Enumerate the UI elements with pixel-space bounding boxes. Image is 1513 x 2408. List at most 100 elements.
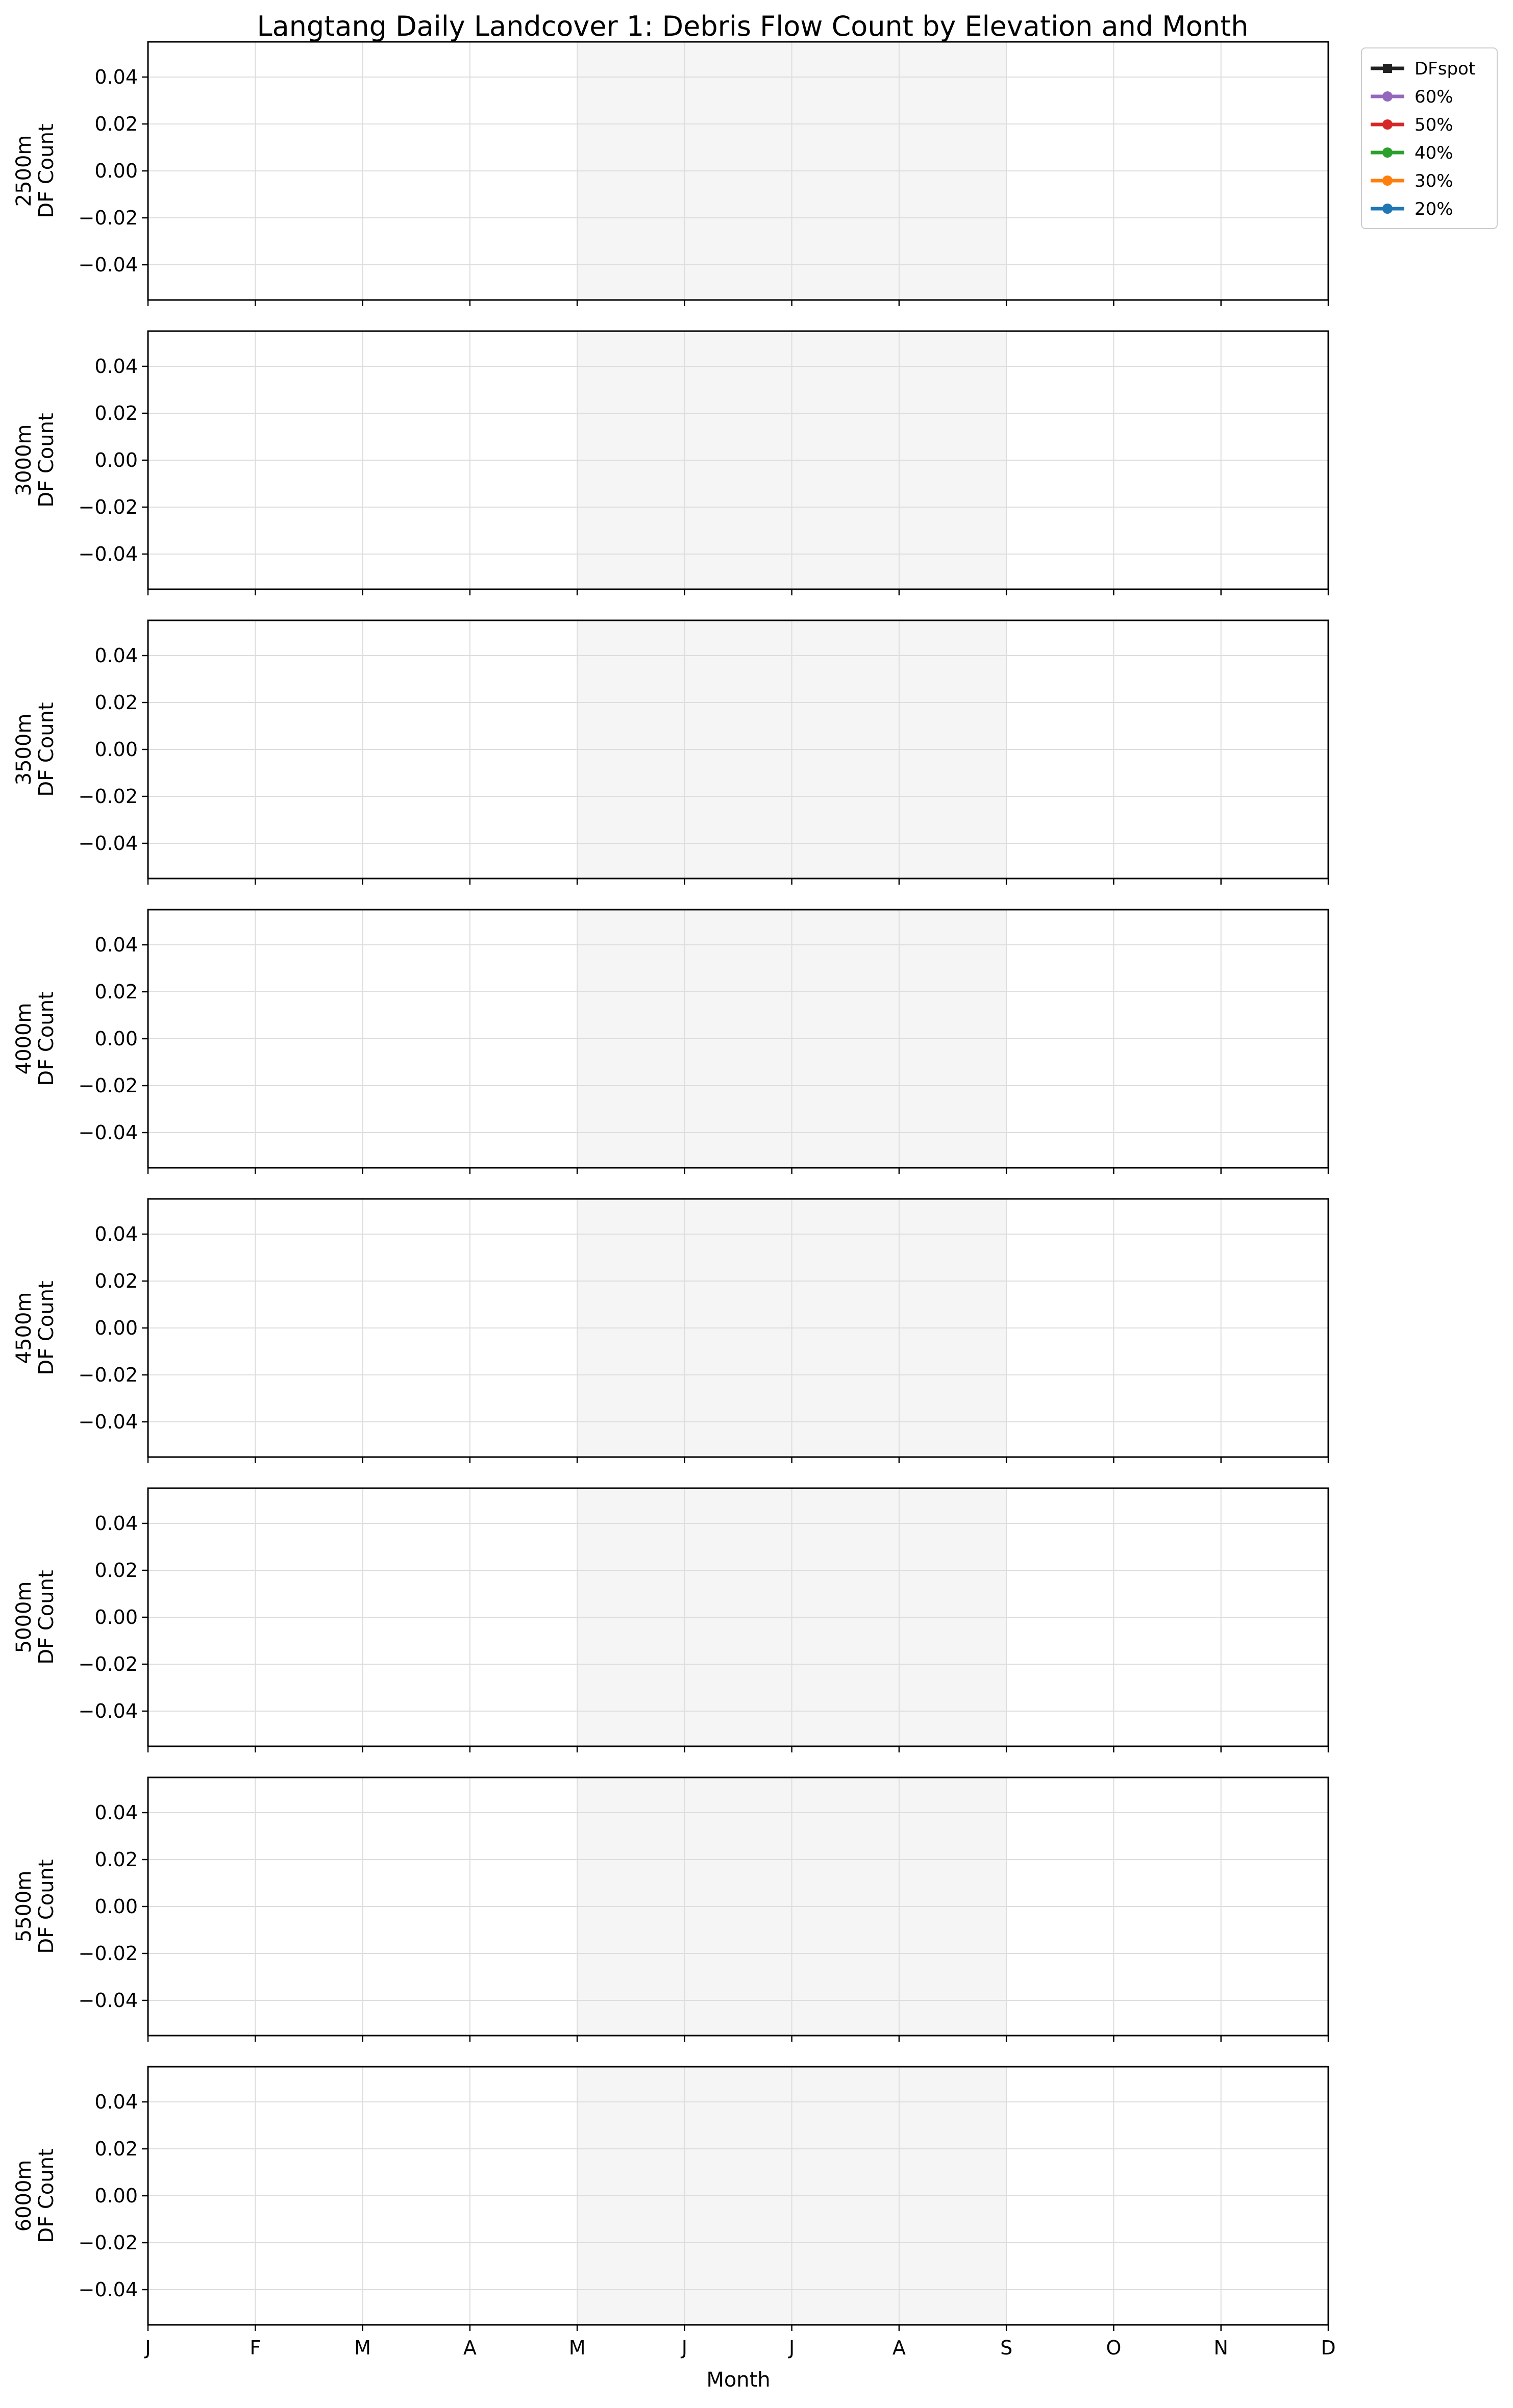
y-tick-label: −0.02 [79,1942,138,1965]
panel-frame [147,1776,1329,2037]
y-tick-label: 0.02 [94,691,138,714]
y-tick-label: −0.04 [79,1700,138,1722]
y-axis-unit-label: DF Count [35,413,58,507]
y-axis-label: 5000mDF Count [12,1570,58,1664]
y-tick-label: 0.04 [94,644,138,667]
panel-4000m: 0.04 0.02 0.00 −0.02 −0.04 4000mDF Count [12,909,1329,1174]
elevation-label: 6000m [12,2160,36,2232]
panel-frame [147,330,1329,590]
panel-3000m: 0.04 0.02 0.00 −0.02 −0.04 3000mDF Count [12,330,1329,595]
legend-item: 60% [1371,87,1453,107]
y-axis-unit-label: DF Count [35,702,58,796]
x-tick-label: O [1106,2337,1121,2359]
legend-label: 20% [1415,199,1453,219]
y-axis-label: 6000mDF Count [12,2148,58,2243]
panel-frame [147,1487,1329,1747]
y-tick-label: −0.02 [79,207,138,229]
y-tick-label: 0.00 [94,2185,138,2207]
elevation-label: 5000m [12,1582,36,1653]
y-tick-label: 0.00 [94,1027,138,1050]
panel-6000m: 0.04 0.02 0.00 −0.02 −0.04 6000mDF Count J F M A M… [12,2066,1336,2359]
panel-frame [147,41,1329,301]
legend-box [1361,47,1498,229]
y-tick-label: −0.02 [79,1364,138,1386]
panel-frame [147,1198,1329,1458]
y-tick-label: 0.02 [94,2138,138,2160]
y-tick-label: 0.02 [94,1559,138,1582]
panel-5000m: 0.04 0.02 0.00 −0.02 −0.04 5000mDF Count [12,1487,1329,1752]
legend-label: DFspot [1415,59,1475,79]
y-tick-label: −0.02 [79,1653,138,1675]
elevation-label: 3000m [12,424,36,496]
x-tick-label: J [681,2337,687,2359]
panel-frame [147,2066,1329,2326]
legend-label: 30% [1415,171,1453,191]
y-tick-label: 0.02 [94,1270,138,1292]
legend-label: 40% [1415,143,1453,163]
y-tick-label: −0.04 [79,543,138,565]
y-axis-unit-label: DF Count [35,1859,58,1953]
panel-3500m: 0.04 0.02 0.00 −0.02 −0.04 3500mDF Count [12,619,1329,885]
legend-item: DFspot [1371,59,1475,79]
elevation-label: 2500m [12,135,36,207]
panel-5500m: 0.04 0.02 0.00 −0.02 −0.04 5500mDF Count [12,1776,1329,2042]
elevation-label: 4500m [12,1292,36,1364]
y-axis-unit-label: DF Count [35,991,58,1086]
y-tick-label: 0.00 [94,1895,138,1918]
y-axis-unit-label: DF Count [35,2148,58,2243]
y-tick-label: 0.00 [94,160,138,182]
legend: DFspot 60% 50% 40% 30% 20% [1361,47,1498,229]
x-tick-label: F [250,2337,261,2359]
panel-4500m: 0.04 0.02 0.00 −0.02 −0.04 4500mDF Count [12,1198,1329,1463]
x-tick-label: D [1321,2337,1335,2359]
y-tick-label: 0.02 [94,981,138,1003]
x-tick-label: A [463,2337,477,2359]
y-tick-label: 0.04 [94,1223,138,1245]
legend-square-marker [1383,64,1392,73]
x-tick-label: M [569,2337,586,2359]
y-tick-label: −0.02 [79,496,138,518]
legend-item: 30% [1371,171,1453,191]
y-tick-label: 0.00 [94,449,138,471]
y-tick-label: −0.04 [79,254,138,276]
y-axis-label: 5500mDF Count [12,1859,58,1953]
y-tick-label: −0.02 [79,1074,138,1097]
x-tick-label: M [354,2337,371,2359]
legend-label: 60% [1415,87,1453,107]
y-tick-label: 0.00 [94,738,138,761]
y-tick-label: −0.04 [79,1989,138,2012]
legend-circle-marker [1382,147,1393,158]
y-tick-label: 0.02 [94,113,138,135]
panel-frame [147,619,1329,880]
panel-2500m: 0.04 0.02 0.00 −0.02 −0.04 2500mDF Count [12,41,1329,306]
x-tick-label: J [144,2337,151,2359]
y-tick-label: −0.02 [79,785,138,808]
y-axis-unit-label: DF Count [35,1281,58,1375]
legend-circle-marker [1382,91,1393,102]
elevation-label: 3500m [12,714,36,786]
elevation-label: 4000m [12,1003,36,1075]
y-tick-label: 0.02 [94,402,138,424]
y-tick-label: 0.04 [94,2091,138,2113]
y-tick-label: 0.04 [94,1801,138,1824]
y-tick-label: 0.00 [94,1317,138,1339]
y-tick-label: −0.02 [79,2231,138,2254]
chart-title: Langtang Daily Landcover 1: Debris Flow … [257,10,1248,42]
y-tick-label: −0.04 [79,1121,138,1144]
x-axis-title: Month [706,2368,770,2392]
y-axis-unit-label: DF Count [35,123,58,218]
legend-circle-marker [1382,119,1393,130]
y-axis-label: 4000mDF Count [12,991,58,1086]
y-axis-label: 2500mDF Count [12,123,58,218]
elevation-label: 5500m [12,1871,36,1943]
legend-circle-marker [1382,175,1393,186]
y-tick-label: 0.00 [94,1606,138,1628]
x-tick-label: S [1000,2337,1012,2359]
y-tick-label: 0.04 [94,934,138,956]
x-tick-label: J [788,2337,795,2359]
x-tick-label: A [892,2337,906,2359]
legend-item: 40% [1371,143,1453,163]
y-tick-label: 0.04 [94,1512,138,1535]
